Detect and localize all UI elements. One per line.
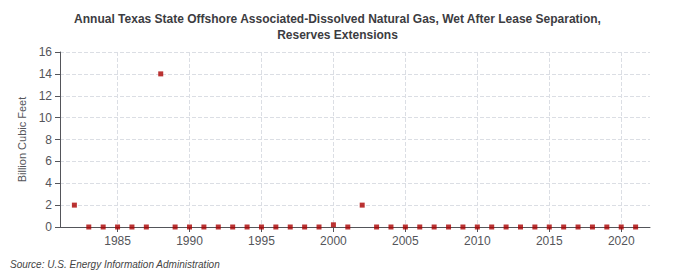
svg-text:12: 12	[39, 89, 53, 103]
svg-text:2005: 2005	[392, 234, 419, 248]
svg-text:Reserves Extensions: Reserves Extensions	[277, 28, 398, 42]
svg-text:16: 16	[39, 45, 53, 59]
svg-text:1995: 1995	[248, 234, 275, 248]
svg-text:2010: 2010	[464, 234, 491, 248]
svg-text:2020: 2020	[608, 234, 635, 248]
svg-text:Annual Texas State Offshore As: Annual Texas State Offshore Associated-D…	[74, 12, 601, 26]
svg-text:2015: 2015	[536, 234, 563, 248]
svg-text:1985: 1985	[104, 234, 131, 248]
svg-text:14: 14	[39, 67, 53, 81]
svg-text:10: 10	[39, 111, 53, 125]
svg-text:Billion Cubic Feet: Billion Cubic Feet	[16, 97, 28, 183]
svg-text:2000: 2000	[320, 234, 347, 248]
svg-text:1990: 1990	[176, 234, 203, 248]
svg-text:8: 8	[45, 133, 52, 147]
svg-text:6: 6	[45, 154, 52, 168]
svg-text:2: 2	[45, 198, 52, 212]
svg-text:Source: U.S. Energy Informatio: Source: U.S. Energy Information Administ…	[10, 259, 220, 270]
svg-text:0: 0	[45, 220, 52, 234]
svg-text:4: 4	[45, 176, 52, 190]
